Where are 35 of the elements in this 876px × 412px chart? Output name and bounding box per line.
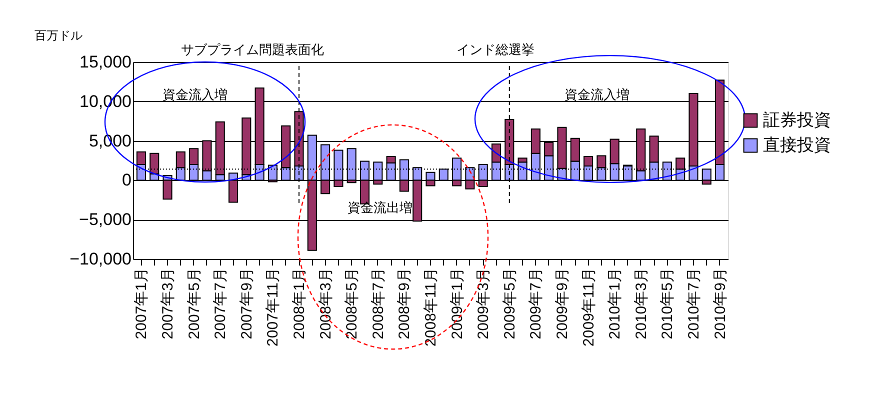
annotation: 資金流入増 <box>162 87 228 102</box>
x-tick-label: 2008年1月 <box>291 268 308 340</box>
x-tick-label: 2007年5月 <box>186 268 203 340</box>
x-tick-label: 2009年5月 <box>501 268 518 340</box>
y-tick-label: −10,000 <box>70 250 132 268</box>
x-tick-label: 2008年9月 <box>396 268 414 340</box>
ref-line-label: インド総選挙 <box>456 42 534 57</box>
annotation: 資金流入増 <box>564 87 630 102</box>
x-tick-label: 2010年1月 <box>606 268 624 340</box>
x-tick-label: 2010年3月 <box>632 268 650 340</box>
bar <box>702 168 712 181</box>
x-tick-label: 2009年1月 <box>448 268 466 340</box>
x-tick-label: 2009年7月 <box>528 268 545 340</box>
x-tick-label: 2007年7月 <box>212 268 230 340</box>
x-tick-label: 2010年9月 <box>712 268 729 340</box>
y-tick-label: 0 <box>122 170 132 190</box>
ref-line-label: サブプライム問題表面化 <box>181 42 324 57</box>
legend-label: 証券投資 <box>763 110 831 130</box>
x-tick-label: 2007年9月 <box>238 268 256 340</box>
x-tick-label: 2009年9月 <box>554 268 571 340</box>
x-tick-label: 2007年3月 <box>160 268 177 340</box>
y-tick-label: 15,000 <box>80 52 132 72</box>
x-tick-label: 2008年5月 <box>344 268 361 340</box>
x-tick-label: 2009年11月 <box>580 268 598 346</box>
legend-label: 直接投資 <box>763 136 831 154</box>
y-axis-title: 百万ドル <box>34 28 82 42</box>
x-tick-label: 2010年5月 <box>659 268 676 340</box>
x-tick-label: 2007年11月 <box>264 268 282 346</box>
x-tick-label: 2008年11月 <box>422 268 440 346</box>
x-tick-label: 2007年1月 <box>133 268 150 340</box>
x-tick-label: 2008年3月 <box>317 268 334 340</box>
annotation: 資金流出増 <box>348 200 412 215</box>
x-tick-label: 2010年7月 <box>685 268 702 340</box>
x-tick-label: 2008年7月 <box>370 268 387 340</box>
y-tick-label: −5,000 <box>79 210 132 230</box>
